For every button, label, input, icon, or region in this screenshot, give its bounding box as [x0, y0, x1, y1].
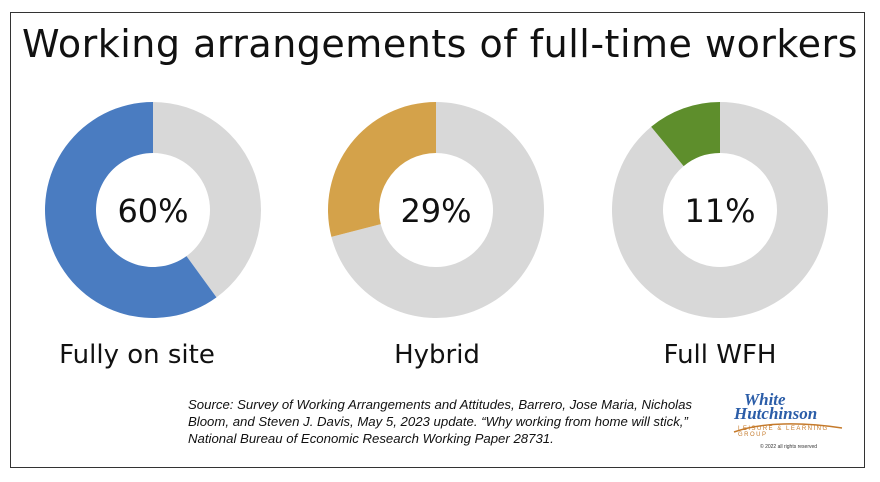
- category-label-full-wfh: Full WFH: [663, 340, 777, 370]
- donut-remainder-hybrid: [331, 102, 544, 318]
- company-logo: White Hutchinson LEISURE & LEARNING GROU…: [732, 390, 844, 456]
- logo-tagline: LEISURE & LEARNING GROUP: [738, 426, 829, 438]
- category-label-fully-on-site: Fully on site: [59, 340, 215, 370]
- donut-slice-full-wfh: [651, 102, 720, 167]
- chart-title: Working arrangements of full-time worker…: [22, 22, 858, 66]
- value-label-hybrid: 29%: [400, 192, 471, 230]
- logo-swoosh-icon: [733, 423, 843, 433]
- logo-copyright: © 2022 all rights reserved: [760, 444, 818, 450]
- value-label-full-wfh: 11%: [684, 192, 755, 230]
- value-label-fully-on-site: 60%: [117, 192, 188, 230]
- chart-frame: [10, 12, 865, 468]
- donut-remainder-full-wfh: [612, 102, 829, 318]
- source-note: Source: Survey of Working Arrangements a…: [188, 397, 693, 446]
- donut-slice-fully-on-site: [45, 102, 217, 318]
- logo-line-1: White: [744, 390, 786, 409]
- category-label-hybrid: Hybrid: [394, 340, 480, 370]
- donut-remainder-fully-on-site: [153, 102, 262, 298]
- logo-line-2: Hutchinson: [734, 404, 818, 423]
- donut-slice-hybrid: [327, 102, 436, 237]
